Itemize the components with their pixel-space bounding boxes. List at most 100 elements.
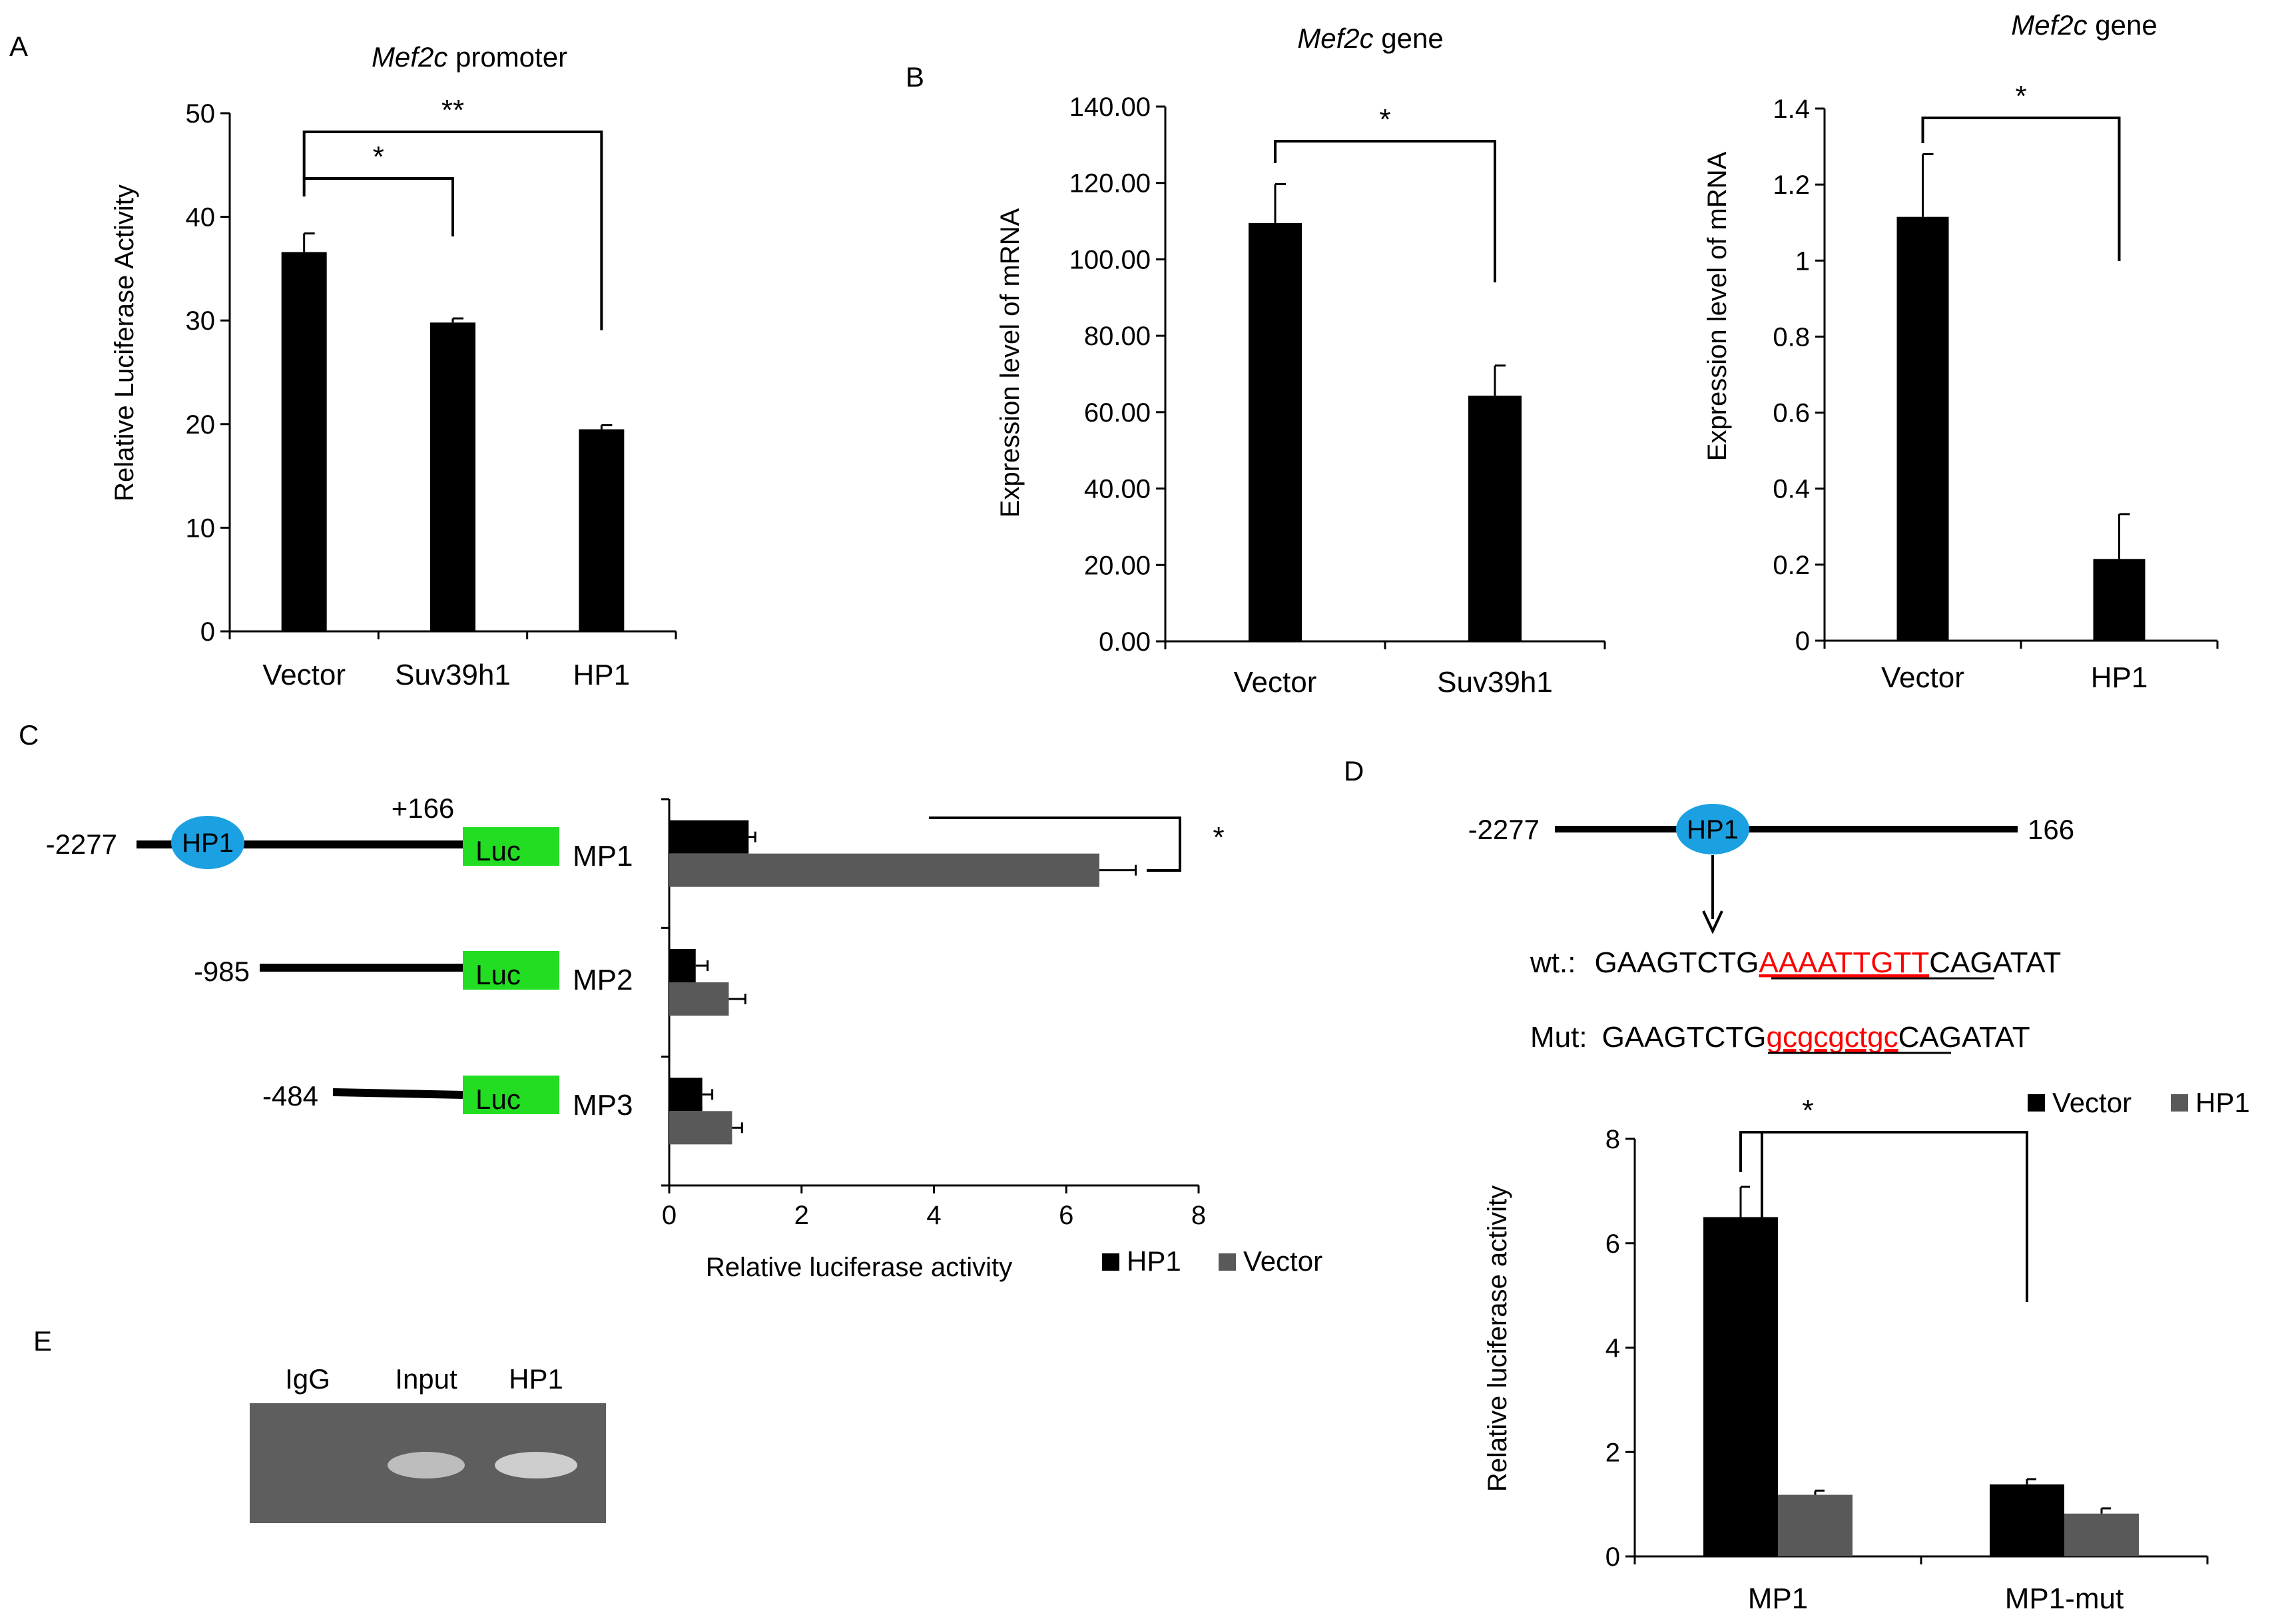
chart-c-xtick-label: 8 — [1191, 1201, 1206, 1230]
chart-c-bar — [669, 949, 696, 982]
panel-label-e: E — [33, 1325, 52, 1357]
mp1-start: -2277 — [46, 828, 117, 860]
panel-label-c: C — [19, 719, 39, 751]
chartB1-bar — [1468, 396, 1522, 641]
chartB2-ytick-label: 0 — [1795, 627, 1810, 656]
d-start: -2277 — [1468, 814, 1540, 845]
chart-c-xtick-label: 4 — [926, 1201, 941, 1230]
d-arrow-head — [1702, 910, 1723, 934]
mp2-start: -985 — [194, 956, 250, 987]
chartB2-ytick-label: 1.2 — [1773, 170, 1810, 200]
chartB1-ytick-label: 40.00 — [1084, 475, 1151, 504]
chartA-ytick-label: 10 — [186, 513, 216, 543]
chart-c: Relative luciferase activity 0 2 4 6 8 * HP1 Ve… — [661, 798, 1322, 1282]
chart-c-xlabel: Relative luciferase activity — [706, 1253, 1012, 1282]
chartB2-ytick-label: 0.6 — [1773, 399, 1810, 428]
chartB1-category-label: Suv39h1 — [1437, 666, 1553, 699]
chart-d-legend-swatch-hp1 — [2171, 1094, 2188, 1112]
chartA-ytick-label: 30 — [186, 306, 216, 336]
chart-c-xtick-label: 0 — [662, 1201, 677, 1230]
mutation-schematic: HP1 -2277 166 wt.: GAAGTCTGAAAATTGTTCAGAT… — [1468, 804, 2074, 1054]
gel-lane-hp1: HP1 — [509, 1363, 563, 1395]
chart-a-ylabel: Relative Luciferase Activity — [110, 184, 139, 501]
chartA-category-label: HP1 — [573, 659, 631, 691]
panel-label-a: A — [9, 31, 28, 62]
chart-b2: Mef2c gene Expression level of mRNA 0 0.2… — [1703, 9, 2219, 694]
chart-b2-ylabel: Expression level of mRNA — [1703, 151, 1732, 461]
chart-a-sig-bracket-2-label: ** — [441, 94, 464, 127]
chart-c-legend-swatch-hp1 — [1102, 1253, 1119, 1271]
chart-d-legend-vector: Vector — [2052, 1087, 2132, 1118]
chart-c-bar — [669, 1078, 703, 1112]
chartA-bar — [579, 429, 625, 631]
chart-b2-sig-bracket-label: * — [2015, 80, 2026, 113]
chart-b1-title: Mef2c gene — [1297, 23, 1443, 54]
chartB2-ytick-label: 1.4 — [1773, 95, 1810, 124]
chartD-ytick-label: 0 — [1605, 1542, 1620, 1572]
mp2-luc-box — [463, 951, 559, 990]
chartB2-ytick-label: 1 — [1795, 246, 1810, 276]
mp1-name: MP1 — [573, 840, 633, 872]
chart-b2-title: Mef2c gene — [2011, 9, 2157, 41]
chartB2-bar — [2093, 559, 2146, 641]
panel-label-b: B — [906, 61, 924, 93]
chartB1-ytick-label: 80.00 — [1084, 322, 1151, 351]
chartD-category-label: MP1 — [1748, 1582, 1808, 1615]
chartD-bar — [1778, 1494, 1853, 1556]
gel-band-input — [388, 1452, 465, 1478]
d-hp1-site-ellipse — [1676, 804, 1749, 854]
mp3-luc-box — [463, 1076, 559, 1114]
chart-d-legend-hp1: HP1 — [2195, 1087, 2250, 1118]
chartB2-category-label: Vector — [1881, 661, 1964, 694]
chartB1-ytick-label: 140.00 — [1069, 93, 1151, 122]
mp1-luc-box — [463, 827, 559, 866]
chart-b2-sig-bracket — [1921, 117, 2121, 261]
d-hp1-site-label: HP1 — [1687, 815, 1739, 844]
chart-d-sig-bracket — [1739, 1131, 2028, 1302]
chart-b1-ylabel: Expression level of mRNA — [996, 208, 1025, 517]
chart-d-ylabel: Relative luciferase activity — [1483, 1185, 1512, 1492]
gel-lane-input: Input — [395, 1363, 457, 1395]
chart-c-legend-hp1: HP1 — [1127, 1245, 1181, 1277]
mp3-luc-label: Luc — [475, 1084, 521, 1115]
chartB2-bar — [1896, 216, 1949, 641]
chart-c-bar — [669, 820, 749, 854]
chartB1-ytick-label: 20.00 — [1084, 551, 1151, 580]
panel-label-d: D — [1344, 755, 1364, 787]
chart-c-legend-swatch-vector — [1219, 1253, 1236, 1271]
chart-b1-sig-bracket-label: * — [1379, 103, 1390, 136]
gel-lane-igg: IgG — [285, 1363, 330, 1395]
chart-a-sig-bracket-1 — [302, 177, 454, 236]
chart-a-sig-bracket-2 — [302, 131, 603, 330]
chart-c-xtick-label: 2 — [794, 1201, 809, 1230]
chartB1-ytick-label: 100.00 — [1069, 245, 1151, 274]
mp2-luc-label: Luc — [475, 959, 521, 990]
chart-c-bar — [669, 1111, 732, 1145]
chartA-ytick-label: 20 — [186, 410, 216, 440]
chart-d-sig-label: * — [1802, 1094, 1813, 1127]
chartA-ytick-label: 0 — [200, 617, 215, 647]
chart-a-sig-bracket-1-label: * — [373, 141, 384, 173]
chart-a-title: Mef2c promoter — [372, 41, 567, 73]
chart-c-xtick-label: 6 — [1059, 1201, 1073, 1230]
chartD-ytick-label: 6 — [1605, 1229, 1620, 1259]
chartB1-bar — [1249, 222, 1302, 641]
chartB1-ytick-label: 120.00 — [1069, 169, 1151, 198]
chart-d-legend-swatch-vector — [2028, 1094, 2045, 1112]
mut-sequence: Mut: GAAGTCTGgcgcgctgcCAGATAT — [1530, 1021, 2030, 1054]
chartB1-ytick-label: 0.00 — [1099, 627, 1151, 657]
chartB2-ytick-label: 0.8 — [1773, 322, 1810, 352]
chart-a: Mef2c promoter Relative Luciferase Activ… — [110, 41, 677, 691]
chartD-ytick-label: 8 — [1605, 1125, 1620, 1154]
chartB2-ytick-label: 0.4 — [1773, 475, 1810, 504]
chart-c-bar — [669, 982, 729, 1016]
chartA-bar — [281, 252, 327, 631]
chartB2-ytick-label: 0.2 — [1773, 551, 1810, 580]
chartA-bar — [430, 322, 475, 631]
chartD-bar — [1703, 1217, 1778, 1556]
chart-c-bar — [669, 853, 1099, 887]
mp3-promoter-line — [332, 1088, 463, 1099]
chartA-ytick-label: 40 — [186, 203, 216, 232]
chartD-category-label: MP1-mut — [2005, 1582, 2124, 1615]
chartA-category-label: Vector — [262, 659, 346, 691]
